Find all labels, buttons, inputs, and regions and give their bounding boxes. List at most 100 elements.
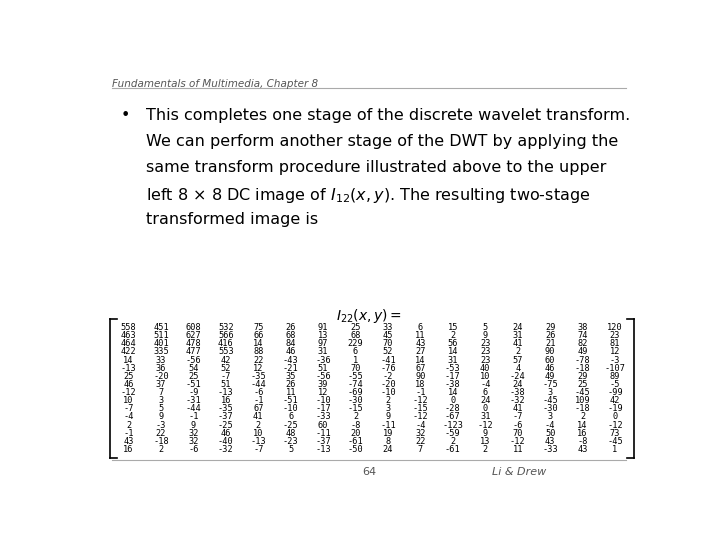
Text: 416: 416 (218, 339, 234, 348)
Text: -44: -44 (251, 380, 266, 389)
Text: 43: 43 (123, 437, 134, 446)
Text: -12: -12 (607, 421, 623, 430)
Text: 22: 22 (253, 355, 264, 364)
Text: 35: 35 (285, 372, 296, 381)
Text: 109: 109 (575, 396, 590, 405)
Text: 70: 70 (383, 339, 393, 348)
Text: 31: 31 (448, 355, 458, 364)
Text: 8: 8 (385, 437, 391, 446)
Text: -7: -7 (123, 404, 134, 413)
Text: -19: -19 (607, 404, 623, 413)
Text: -32: -32 (510, 396, 526, 405)
Text: 566: 566 (218, 331, 234, 340)
Text: 24: 24 (513, 380, 523, 389)
Text: 67: 67 (415, 363, 426, 373)
Text: 9: 9 (158, 413, 163, 421)
Text: 12: 12 (318, 388, 328, 397)
Text: 45: 45 (383, 331, 393, 340)
Text: -33: -33 (542, 445, 558, 454)
Text: -37: -37 (218, 413, 234, 421)
Text: 57: 57 (513, 355, 523, 364)
Text: 2: 2 (450, 331, 456, 340)
Text: left 8 × 8 DC image of $I_{12}(x, y)$. The resulting two-stage: left 8 × 8 DC image of $I_{12}(x, y)$. T… (145, 186, 590, 205)
Text: 60: 60 (545, 355, 555, 364)
Text: 51: 51 (220, 380, 231, 389)
Text: 10: 10 (253, 429, 264, 438)
Text: 70: 70 (513, 429, 523, 438)
Text: 33: 33 (156, 355, 166, 364)
Text: -17: -17 (315, 404, 331, 413)
Text: -23: -23 (283, 437, 299, 446)
Text: -12: -12 (413, 413, 428, 421)
Text: 74: 74 (577, 331, 588, 340)
Text: 24: 24 (480, 396, 490, 405)
Text: 31: 31 (513, 331, 523, 340)
Text: -30: -30 (348, 396, 364, 405)
Text: -1: -1 (123, 429, 134, 438)
Text: -18: -18 (575, 404, 590, 413)
Text: 477: 477 (186, 347, 202, 356)
Text: 41: 41 (513, 339, 523, 348)
Text: 13: 13 (318, 331, 328, 340)
Text: -10: -10 (380, 388, 396, 397)
Text: -11: -11 (315, 429, 331, 438)
Text: -1: -1 (188, 413, 199, 421)
Text: 54: 54 (188, 363, 199, 373)
Text: -21: -21 (283, 363, 299, 373)
Text: -44: -44 (186, 404, 202, 413)
Text: 2: 2 (256, 421, 261, 430)
Text: 2: 2 (385, 396, 391, 405)
Text: -10: -10 (315, 396, 331, 405)
Text: 41: 41 (253, 413, 264, 421)
Text: -9: -9 (188, 388, 199, 397)
Text: -36: -36 (315, 355, 331, 364)
Text: 26: 26 (285, 380, 296, 389)
Text: -51: -51 (283, 396, 299, 405)
Text: -75: -75 (542, 380, 558, 389)
Text: -4: -4 (123, 413, 134, 421)
Text: 82: 82 (577, 339, 588, 348)
Text: 56: 56 (448, 339, 458, 348)
Text: -56: -56 (186, 355, 202, 364)
Text: Li & Drew: Li & Drew (492, 467, 546, 477)
Text: 10: 10 (480, 372, 490, 381)
Text: -45: -45 (542, 396, 558, 405)
Text: 32: 32 (188, 429, 199, 438)
Text: -24: -24 (510, 372, 526, 381)
Text: -7: -7 (253, 445, 264, 454)
Text: -67: -67 (445, 413, 461, 421)
Text: -32: -32 (218, 445, 234, 454)
Text: 24: 24 (383, 445, 393, 454)
Text: 0: 0 (613, 413, 618, 421)
Text: 14: 14 (123, 355, 134, 364)
Text: 21: 21 (545, 339, 555, 348)
Text: -11: -11 (380, 421, 396, 430)
Text: -5: -5 (610, 380, 621, 389)
Text: 4: 4 (515, 363, 521, 373)
Text: -6: -6 (253, 388, 264, 397)
Text: 26: 26 (545, 331, 555, 340)
Text: 9: 9 (482, 429, 488, 438)
Text: 23: 23 (480, 355, 490, 364)
Text: -35: -35 (251, 372, 266, 381)
Text: -6: -6 (513, 421, 523, 430)
Text: -41: -41 (380, 355, 396, 364)
Text: 5: 5 (158, 404, 163, 413)
Text: 25: 25 (123, 372, 134, 381)
Text: -28: -28 (445, 404, 461, 413)
Text: 43: 43 (415, 339, 426, 348)
Text: 31: 31 (318, 347, 328, 356)
Text: -78: -78 (575, 355, 590, 364)
Text: 422: 422 (121, 347, 136, 356)
Text: 3: 3 (547, 388, 553, 397)
Text: -69: -69 (348, 388, 364, 397)
Text: 25: 25 (351, 323, 361, 332)
Text: 70: 70 (351, 363, 361, 373)
Text: 60: 60 (318, 421, 328, 430)
Text: 67: 67 (253, 404, 264, 413)
Text: 26: 26 (285, 323, 296, 332)
Text: 19: 19 (383, 429, 393, 438)
Text: 12: 12 (610, 347, 621, 356)
Text: 6: 6 (482, 388, 488, 397)
Text: -30: -30 (542, 404, 558, 413)
